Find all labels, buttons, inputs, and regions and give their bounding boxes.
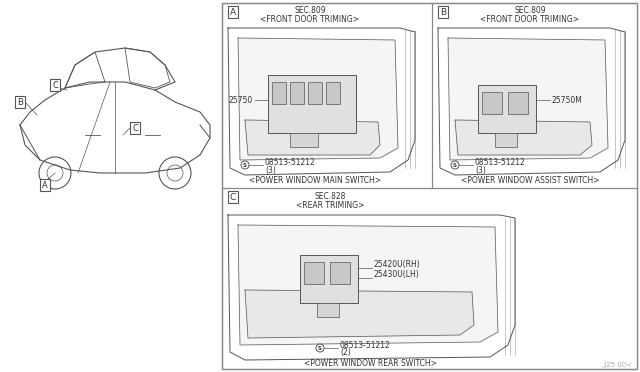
Bar <box>222 188 637 369</box>
Text: A: A <box>42 180 48 189</box>
Bar <box>222 3 637 369</box>
Bar <box>290 133 318 147</box>
Circle shape <box>39 157 71 189</box>
Text: 25750M: 25750M <box>552 96 583 105</box>
Text: 08513-51212: 08513-51212 <box>340 340 391 350</box>
Text: S: S <box>453 163 457 167</box>
Text: B: B <box>17 97 23 106</box>
Text: 08513-51212: 08513-51212 <box>265 157 316 167</box>
Text: <REAR TRIMING>: <REAR TRIMING> <box>296 201 364 209</box>
Text: SEC.809: SEC.809 <box>514 6 546 15</box>
Circle shape <box>316 344 324 352</box>
Text: A: A <box>230 7 236 16</box>
Text: C: C <box>230 192 236 202</box>
Polygon shape <box>245 120 380 155</box>
Polygon shape <box>455 120 592 155</box>
Circle shape <box>451 161 459 169</box>
Polygon shape <box>238 38 398 160</box>
Bar <box>222 3 432 188</box>
Bar <box>308 82 322 104</box>
Bar <box>482 92 502 114</box>
Text: 25430U(LH): 25430U(LH) <box>374 270 420 279</box>
Text: <POWER WINDOW MAIN SWITCH>: <POWER WINDOW MAIN SWITCH> <box>249 176 381 185</box>
Text: <FRONT DOOR TRIMING>: <FRONT DOOR TRIMING> <box>260 15 360 23</box>
Circle shape <box>159 157 191 189</box>
Text: <POWER WINDOW REAR SWITCH>: <POWER WINDOW REAR SWITCH> <box>303 359 436 368</box>
Text: S: S <box>243 163 247 167</box>
Text: 25420U(RH): 25420U(RH) <box>374 260 420 269</box>
Text: C: C <box>52 80 58 90</box>
Polygon shape <box>245 290 474 338</box>
Text: (2): (2) <box>340 349 351 357</box>
Text: 08513-51212: 08513-51212 <box>475 157 525 167</box>
Text: SEC.828: SEC.828 <box>314 192 346 201</box>
Bar <box>290 82 304 104</box>
Bar <box>268 75 356 133</box>
Text: (3): (3) <box>475 166 486 174</box>
Text: 25750: 25750 <box>228 96 253 105</box>
Bar <box>478 85 536 133</box>
Text: (3): (3) <box>265 166 276 174</box>
Text: <POWER WINDOW ASSIST SWITCH>: <POWER WINDOW ASSIST SWITCH> <box>461 176 599 185</box>
Circle shape <box>241 161 249 169</box>
Bar <box>508 92 528 114</box>
Bar <box>495 133 517 147</box>
Bar <box>432 3 637 188</box>
Text: SEC.809: SEC.809 <box>294 6 326 15</box>
Text: .J25 00<: .J25 00< <box>602 362 632 368</box>
Polygon shape <box>238 225 498 345</box>
Bar <box>330 262 350 284</box>
Bar <box>304 262 324 284</box>
Text: C: C <box>132 124 138 132</box>
Bar <box>300 255 358 303</box>
Bar <box>326 82 340 104</box>
Polygon shape <box>448 38 608 160</box>
Text: S: S <box>318 346 322 350</box>
Text: B: B <box>440 7 446 16</box>
Text: <FRONT DOOR TRIMING>: <FRONT DOOR TRIMING> <box>481 15 579 23</box>
Bar <box>317 303 339 317</box>
Bar <box>272 82 286 104</box>
